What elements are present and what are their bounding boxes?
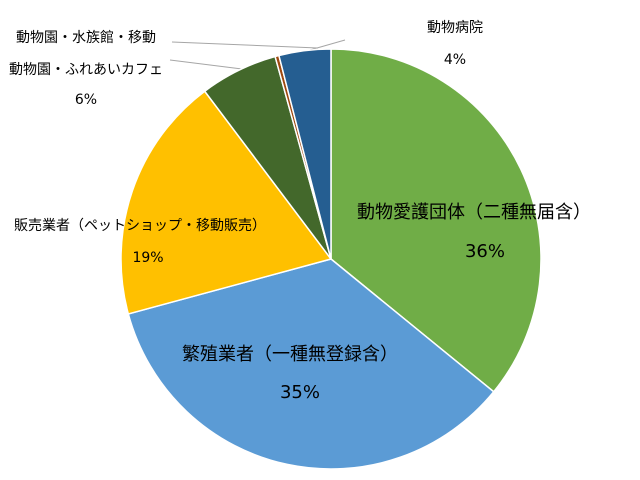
- category-label: 動物園・ふれあいカフェ: [9, 62, 163, 78]
- leader-line: [309, 39, 346, 51]
- value-label: 19%: [132, 250, 163, 266]
- category-label: 動物愛護団体（二種無届含）: [357, 202, 591, 223]
- pie-slice: [330, 48, 542, 393]
- value-label: 4%: [444, 52, 466, 68]
- pie-slice: [127, 258, 495, 470]
- category-label: 販売業者（ペットショップ・移動販売）: [14, 218, 266, 234]
- leader-line: [171, 41, 319, 49]
- leader-line: [169, 59, 251, 71]
- category-label: 繁殖業者（一種無登録含）: [182, 343, 398, 365]
- pie-slice: [278, 48, 332, 260]
- pie-slice: [120, 90, 333, 315]
- value-label: 36%: [465, 241, 505, 262]
- category-label: 動物園・水族館・移動: [16, 29, 156, 46]
- category-label: 動物病院: [427, 20, 483, 36]
- value-label: 6%: [75, 92, 97, 108]
- leader-lines: [169, 39, 346, 71]
- value-label: 35%: [280, 382, 320, 403]
